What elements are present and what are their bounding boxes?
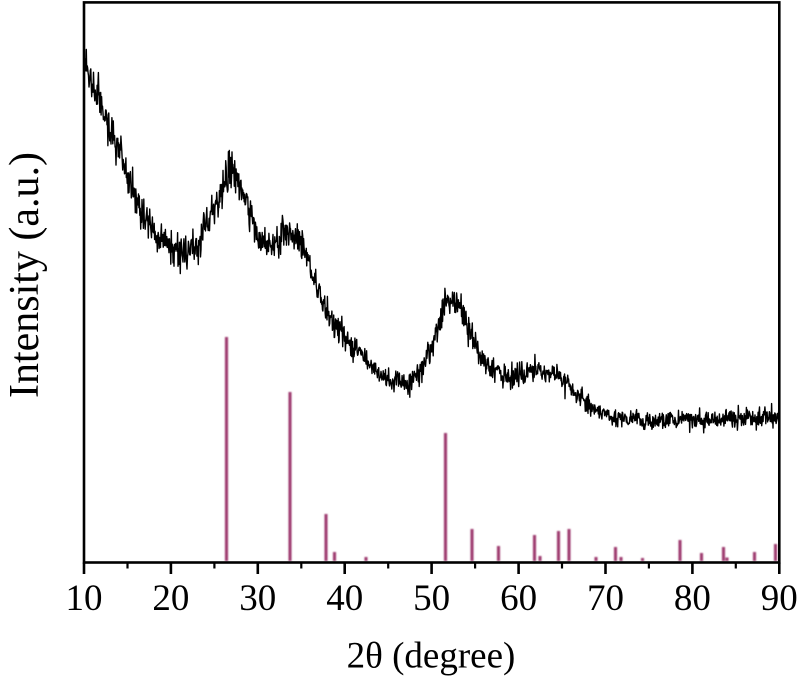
svg-text:60: 60 <box>500 578 537 619</box>
svg-text:2θ (degree): 2θ (degree) <box>347 636 516 677</box>
svg-text:90: 90 <box>761 578 798 619</box>
svg-text:20: 20 <box>152 578 189 619</box>
svg-text:70: 70 <box>587 578 624 619</box>
svg-text:80: 80 <box>674 578 711 619</box>
svg-text:30: 30 <box>239 578 276 619</box>
svg-text:Intensity (a.u.): Intensity (a.u.) <box>2 152 48 398</box>
svg-text:10: 10 <box>66 578 103 619</box>
svg-text:50: 50 <box>413 578 450 619</box>
svg-text:40: 40 <box>326 578 363 619</box>
